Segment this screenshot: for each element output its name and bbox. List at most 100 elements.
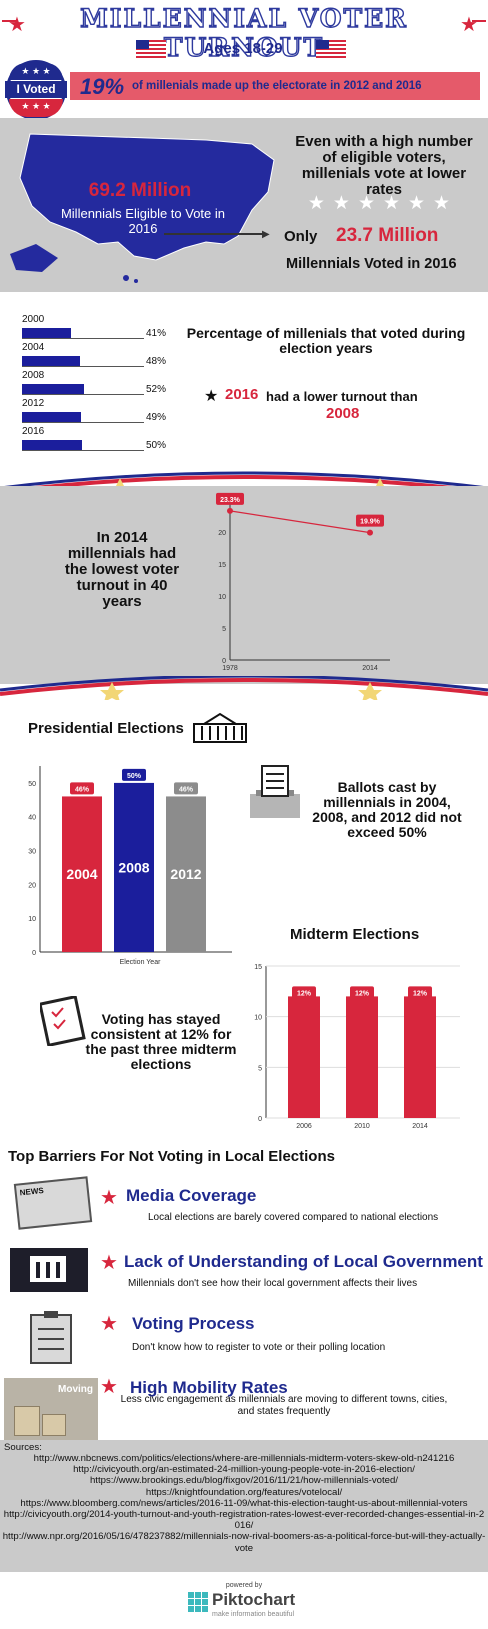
bar-baseline (22, 338, 144, 339)
newspaper-icon: NEWS (13, 1176, 93, 1230)
data-label: 46% (75, 786, 90, 793)
x-tick-label: 2014 (362, 665, 378, 672)
star-icon (100, 682, 124, 700)
barrier-title: Lack of Understanding of Local Governmen… (124, 1252, 483, 1271)
data-point (227, 507, 233, 514)
bar (288, 996, 320, 1118)
voted-prefix: Only (284, 228, 318, 245)
data-label: 12% (297, 990, 312, 997)
x-tick-label: 2006 (296, 1123, 312, 1130)
data-label: 12% (413, 990, 428, 997)
midterm-text: Voting has stayed consistent at 12% for … (85, 1011, 237, 1072)
ballot-box-icon (250, 765, 300, 818)
barrier-desc: Local elections are barely covered compa… (148, 1212, 439, 1223)
data-label-box (174, 782, 198, 795)
data-label-box (216, 492, 244, 505)
data-label: 46% (179, 786, 194, 793)
y-tick-label: 20 (28, 882, 36, 889)
y-tick-label: 40 (28, 815, 36, 822)
y-tick-label: 10 (28, 916, 36, 923)
x-tick-label: 2010 (354, 1123, 370, 1130)
source-link[interactable]: http://www.nbcnews.com/politics/election… (33, 1453, 455, 1464)
source-link[interactable]: https://www.bloomberg.com/news/articles/… (20, 1497, 468, 1509)
percentage-bar (22, 328, 72, 338)
stars-icon: ★ ★ ★ (9, 99, 63, 117)
star-icon (358, 682, 382, 700)
star-icon: ★ (204, 388, 219, 405)
page-title: MILLENNIAL VOTER TURNOUT (79, 3, 408, 62)
data-label-box (292, 986, 316, 999)
data-label: 50% (127, 773, 142, 780)
presidential-bar-chart: 0 10 20 30 40 50 46% 2004 50% 2008 46% 2012 Election… (28, 766, 232, 966)
y-tick-label: 5 (258, 1065, 262, 1072)
star-icon: ★ (100, 1313, 118, 1335)
checklist-icon (40, 996, 86, 1046)
y-tick-label: 5 (222, 626, 226, 633)
ballots-text: Ballots cast by millennials in 2004, 200… (312, 779, 462, 840)
turnout-2014-text: In 2014 millennials had the lowest voter… (64, 529, 180, 610)
star-icon: ★ (100, 1252, 118, 1274)
eligible-heading: Even with a high number of eligible vote… (295, 133, 473, 198)
y-tick-label: 10 (254, 1015, 262, 1022)
bar-percent-label: 49% (146, 412, 167, 423)
arrow-icon: ▶ (262, 229, 270, 240)
us-flag-icon (316, 40, 346, 58)
barriers-title: Top Barriers For Not Voting in Local Ele… (8, 1148, 335, 1165)
usa-map-icon (10, 133, 275, 283)
clipboard-icon (30, 1311, 72, 1364)
source-link[interactable]: http://civicyouth.org/2014-youth-turnout… (3, 1509, 485, 1532)
midterm-title: Midterm Elections (290, 926, 420, 943)
data-label-box (350, 986, 374, 999)
barrier-title: Voting Process (132, 1314, 255, 1333)
bar-baseline (22, 394, 144, 395)
y-tick-label: 15 (254, 964, 262, 971)
bar (166, 796, 206, 952)
barrier-title: Media Coverage (126, 1186, 257, 1205)
bar-category-label: 2012 (170, 866, 201, 882)
y-tick-label: 0 (32, 950, 36, 957)
source-link[interactable]: http://civicyouth.org/an-estimated-24-mi… (73, 1464, 415, 1476)
bar-category-label: 2004 (66, 866, 97, 882)
voted-label: Millennials Voted in 2016 (286, 256, 457, 272)
compare-year-a: 2016 (225, 386, 259, 403)
electorate-banner: 19% of millenials made up the electorate… (70, 72, 480, 100)
compare-text: had a lower turnout than (266, 389, 418, 404)
i-voted-badge: ★ ★ ★ I Voted ★ ★ ★ (5, 60, 67, 120)
white-house-icon (193, 712, 247, 743)
percentage-title: Percentage of millenials that voted duri… (186, 325, 466, 356)
bar-category-label: 2008 (118, 859, 149, 875)
us-flag-icon (136, 40, 166, 58)
eligible-label: Millennials Eligible to Vote in 2016 (60, 206, 226, 236)
source-link[interactable]: http://www.npr.org/2016/05/16/478237882/… (2, 1531, 486, 1554)
barrier-desc: Less civic engagement as millennials are… (120, 1394, 448, 1417)
source-link[interactable]: https://www.brookings.edu/blog/fixgov/20… (89, 1475, 399, 1487)
bar (114, 782, 154, 952)
barrier-desc: Don't know how to register to vote or th… (132, 1342, 386, 1353)
data-label-box (122, 768, 146, 781)
star-icon: ★ (100, 1187, 118, 1209)
bar-percent-label: 41% (146, 328, 167, 339)
presidential-title: Presidential Elections (28, 720, 184, 737)
bar-percent-label: 52% (146, 384, 167, 395)
title-rule-left (2, 20, 16, 22)
star-icon: ★ (460, 14, 478, 36)
piktochart-logo-icon (188, 1592, 208, 1612)
bar (62, 796, 102, 952)
bar-baseline (22, 366, 144, 367)
stars-icon: ★ ★ ★ (9, 63, 63, 80)
brand-name: Piktochart (212, 1590, 296, 1609)
arrow-line (164, 233, 264, 235)
y-tick-label: 0 (258, 1116, 262, 1123)
sources-label: Sources: (4, 1442, 42, 1453)
subtitle: Ages 18-29 (203, 40, 283, 57)
source-link[interactable]: https://knightfoundation.org/features/vo… (145, 1486, 343, 1498)
bar-percent-label: 48% (146, 356, 167, 367)
bar-baseline (22, 450, 144, 451)
bar-year-label: 2008 (22, 370, 45, 381)
bar (346, 996, 378, 1118)
sources-list: http://www.nbcnews.com/politics/election… (2, 1453, 486, 1554)
star-icon: ★ (100, 1376, 118, 1398)
powered-by: powered by (225, 1582, 263, 1589)
moving-boxes-icon: Moving (4, 1378, 98, 1442)
y-tick-label: 50 (28, 781, 36, 788)
